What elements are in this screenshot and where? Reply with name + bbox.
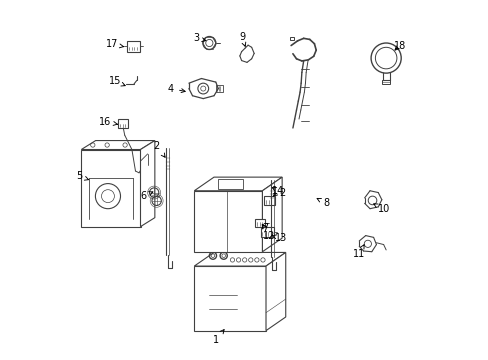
Polygon shape <box>194 177 282 191</box>
Text: 2: 2 <box>272 188 285 198</box>
Polygon shape <box>194 266 265 330</box>
Text: 18: 18 <box>393 41 405 50</box>
Polygon shape <box>81 149 140 226</box>
Polygon shape <box>215 85 223 92</box>
Text: 12: 12 <box>262 225 275 240</box>
Text: 5: 5 <box>76 171 88 181</box>
Polygon shape <box>260 226 274 237</box>
Polygon shape <box>290 37 293 40</box>
Polygon shape <box>194 252 285 266</box>
Polygon shape <box>140 140 155 226</box>
Polygon shape <box>381 80 389 84</box>
Polygon shape <box>262 177 282 252</box>
Text: 10: 10 <box>373 204 389 215</box>
Text: 16: 16 <box>99 117 117 127</box>
Polygon shape <box>194 191 262 252</box>
Text: 1: 1 <box>212 330 224 345</box>
Text: 17: 17 <box>105 40 123 49</box>
Text: 15: 15 <box>108 76 125 86</box>
Text: 2: 2 <box>153 141 165 157</box>
Text: 9: 9 <box>239 32 245 46</box>
Text: 13: 13 <box>272 233 287 243</box>
Polygon shape <box>218 179 243 189</box>
Polygon shape <box>118 119 128 128</box>
Text: 6: 6 <box>140 191 153 201</box>
Text: 11: 11 <box>352 245 365 258</box>
Text: 8: 8 <box>316 198 328 208</box>
Text: 4: 4 <box>167 84 185 94</box>
Text: 14: 14 <box>272 186 284 197</box>
Text: 7: 7 <box>262 224 268 233</box>
Polygon shape <box>265 252 285 330</box>
Polygon shape <box>127 41 140 51</box>
Polygon shape <box>255 219 265 226</box>
Polygon shape <box>264 196 274 205</box>
Polygon shape <box>81 140 155 149</box>
Text: 3: 3 <box>193 33 205 43</box>
